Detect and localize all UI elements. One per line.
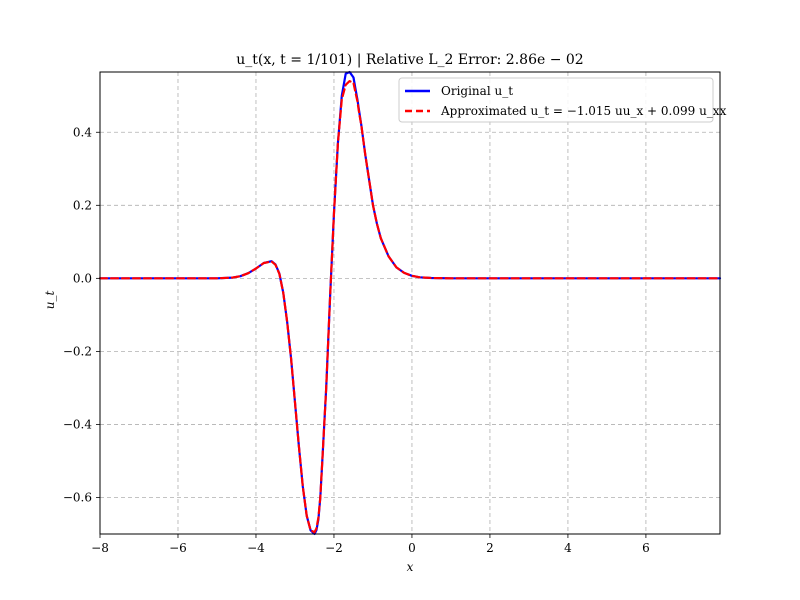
grid-lines xyxy=(99,72,720,534)
x-axis: −8 −6 −4 −2 0 2 4 6 xyxy=(91,534,650,555)
y-tick-label: −0.2 xyxy=(63,344,92,358)
x-tick-label: 0 xyxy=(408,541,416,555)
legend-label-original: Original u_t xyxy=(441,84,513,98)
series-lines xyxy=(98,70,722,536)
series-line-approximated xyxy=(98,79,722,534)
legend: Original u_t Approximated u_t = −1.015 u… xyxy=(398,77,727,123)
y-tick-label: 0.2 xyxy=(73,198,92,212)
x-axis-label: x xyxy=(407,560,414,574)
x-tick-label: −2 xyxy=(325,541,343,555)
plot-frame xyxy=(99,71,721,535)
legend-box xyxy=(398,77,714,123)
y-tick-label: 0.0 xyxy=(73,271,92,285)
x-tick-label: 4 xyxy=(564,541,572,555)
x-tick-label: 2 xyxy=(486,541,494,555)
x-tick-label: −6 xyxy=(169,541,187,555)
x-tick-label: −4 xyxy=(247,541,265,555)
y-axis: −0.6 −0.4 −0.2 0.0 0.2 0.4 xyxy=(63,125,100,504)
x-tick-label: 6 xyxy=(642,541,650,555)
y-axis-label: u_t xyxy=(43,291,57,310)
y-tick-label: −0.6 xyxy=(63,490,92,504)
chart-title: u_t(x, t = 1/101) | Relative L_2 Error: … xyxy=(236,52,583,68)
legend-label-approximated: Approximated u_t = −1.015 uu_x + 0.099 u… xyxy=(440,104,727,118)
y-tick-label: 0.4 xyxy=(73,125,92,139)
x-tick-label: −8 xyxy=(91,541,109,555)
y-tick-label: −0.4 xyxy=(63,417,93,431)
